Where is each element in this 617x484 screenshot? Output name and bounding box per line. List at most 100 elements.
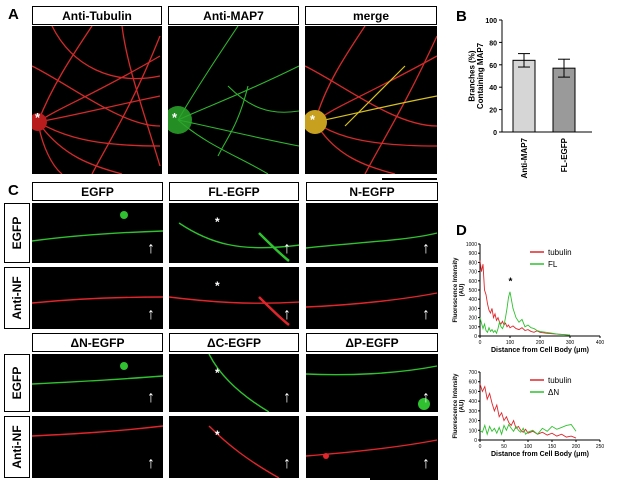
micrograph-dc-egfp-anti-nf: ↑ * (169, 416, 299, 478)
micrograph-n-egfp-egfp: ↑ (306, 203, 438, 263)
cell-body-asterisk: * (35, 110, 41, 125)
header-dc-egfp: ΔC-EGFP (169, 333, 299, 352)
micrograph-dc-egfp-egfp: ↑ * (169, 354, 299, 412)
y-tick-label: 0 (474, 438, 477, 444)
micrograph-dp-egfp-anti-nf: ↑ (306, 416, 438, 478)
y-axis-label: Fluorescence Intensity(AU) (453, 257, 466, 323)
series-line-FL (479, 291, 571, 336)
y-tick-label: 600 (469, 380, 478, 386)
micrograph-egfp-anti-nf: ↑ (32, 267, 163, 329)
bar-chart: 0 20 40 60 80 100 Branches (%)Containing MAP7 A… (467, 18, 592, 178)
x-tick-label: 200 (572, 444, 581, 450)
y-tick-label: 500 (469, 288, 478, 294)
y-tick-label: 400 (469, 297, 478, 303)
y-tick-label: 500 (469, 389, 478, 395)
y-tick-label: 1000 (466, 242, 477, 248)
arrow-up-icon: ↑ (147, 455, 155, 472)
legend-label: tubulin (548, 248, 572, 257)
arrow-up-icon: ↑ (422, 306, 430, 323)
panel-label-a: A (8, 6, 19, 23)
cell-body-asterisk: * (215, 428, 220, 442)
y-tick-label: 40 (489, 85, 497, 92)
x-tick-label: 100 (524, 444, 533, 450)
y-tick-label: 300 (469, 409, 478, 415)
arrow-up-icon: ↑ (422, 455, 430, 472)
x-tick-label: 0 (479, 340, 482, 346)
micrograph-anti-map7: * (168, 26, 299, 174)
legend-label: FL (548, 260, 558, 269)
arrow-up-icon: ↑ (147, 389, 155, 406)
header-n-egfp: N-EGFP (306, 182, 438, 201)
y-tick-label: 0 (474, 334, 477, 340)
header-anti-tubulin: Anti-Tubulin (32, 6, 162, 25)
header-anti-map7: Anti-MAP7 (168, 6, 299, 25)
header-fl-egfp: FL-EGFP (169, 182, 299, 201)
scale-bar-c (370, 478, 438, 480)
legend-label: ΔN (548, 388, 559, 397)
series-line-ΔN (479, 423, 577, 436)
header-dn-egfp: ΔN-EGFP (32, 333, 163, 352)
y-tick-label: 800 (469, 260, 478, 266)
x-tick-label: 100 (506, 340, 515, 346)
header-merge: merge (305, 6, 437, 25)
y-tick-label: 900 (469, 251, 478, 257)
cell-body-asterisk: * (310, 112, 316, 127)
micrograph-dn-egfp-anti-nf: ↑ (32, 416, 163, 478)
arrow-up-icon: ↑ (422, 389, 430, 406)
panel-label-d: D (456, 222, 467, 239)
y-tick-label: 80 (489, 40, 497, 47)
x-tick-label: 200 (536, 340, 545, 346)
micrograph-dp-egfp-egfp: ↑ (306, 354, 438, 412)
y-tick-label: 100 (485, 18, 497, 25)
x-tick-label: 250 (596, 444, 605, 450)
x-axis-label: Distance from Cell Body (μm) (491, 347, 589, 354)
scale-bar (382, 178, 437, 180)
row-label-egfp-2: EGFP (4, 354, 30, 412)
arrow-up-icon: ↑ (283, 306, 291, 323)
row-label-anti-nf-2: Anti-NF (4, 416, 30, 478)
arrow-up-icon: ↑ (283, 240, 291, 257)
row-label-anti-nf: Anti-NF (4, 267, 30, 329)
panel-label-b: B (456, 8, 467, 25)
y-tick-label: 200 (469, 419, 478, 425)
y-axis-label: Fluorescence Intensity(AU) (453, 373, 466, 439)
cell-body-asterisk: * (215, 215, 220, 229)
x-tick-label: 300 (566, 340, 575, 346)
micrograph-fl-egfp-anti-nf: ↑ * (169, 267, 299, 329)
series-line-tubulin (479, 260, 571, 336)
y-tick-label: 20 (489, 108, 497, 115)
x-tick-label: Anti-MAP7 (520, 137, 529, 178)
y-axis-label: Branches (%)Containing MAP7 (467, 42, 485, 109)
x-tick-label: 50 (501, 444, 507, 450)
arrow-up-icon: ↑ (147, 306, 155, 323)
header-egfp: EGFP (32, 182, 163, 201)
micrograph-fl-egfp-egfp: ↑ * (169, 203, 299, 263)
arrow-up-icon: ↑ (283, 455, 291, 472)
arrow-up-icon: ↑ (422, 240, 430, 257)
legend-label: tubulin (548, 376, 572, 385)
y-tick-label: 100 (469, 428, 478, 434)
x-tick-label: 150 (548, 444, 557, 450)
peak-asterisk: * (509, 276, 513, 287)
y-tick-label: 300 (469, 306, 478, 312)
series-line-tubulin (479, 383, 577, 439)
x-axis-label: Distance from Cell Body (μm) (491, 451, 589, 458)
micrograph-dn-egfp-egfp: ↑ (32, 354, 163, 412)
y-tick-label: 700 (469, 270, 478, 276)
micrograph-merge: * (305, 26, 437, 174)
y-tick-label: 100 (469, 325, 478, 331)
cell-body-asterisk: * (215, 279, 220, 293)
y-tick-label: 0 (493, 130, 497, 137)
y-tick-label: 200 (469, 316, 478, 322)
y-tick-label: 600 (469, 279, 478, 285)
header-dp-egfp: ΔP-EGFP (306, 333, 438, 352)
x-tick-label: 0 (479, 444, 482, 450)
row-label-egfp: EGFP (4, 203, 30, 263)
arrow-up-icon: ↑ (147, 240, 155, 257)
cell-body-asterisk: * (215, 366, 220, 380)
x-tick-label: FL-EGFP (560, 137, 569, 172)
micrograph-n-egfp-anti-nf: ↑ (306, 267, 438, 329)
x-tick-label: 400 (596, 340, 605, 346)
y-tick-label: 60 (489, 63, 497, 70)
